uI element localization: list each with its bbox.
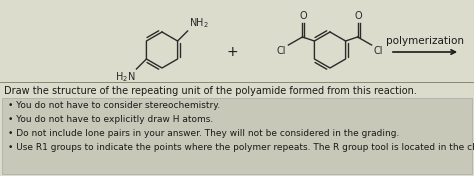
Text: • You do not have to explicitly draw H atoms.: • You do not have to explicitly draw H a… [8, 115, 213, 124]
Text: • You do not have to consider stereochemistry.: • You do not have to consider stereochem… [8, 101, 220, 110]
Text: H$_2$N: H$_2$N [115, 70, 136, 84]
Text: • Use R1 groups to indicate the points where the polymer repeats. The R group to: • Use R1 groups to indicate the points w… [8, 143, 474, 152]
Text: O: O [300, 11, 307, 21]
Text: Cl: Cl [277, 46, 286, 56]
Text: Cl: Cl [374, 46, 383, 56]
Text: NH$_2$: NH$_2$ [189, 16, 209, 30]
FancyBboxPatch shape [2, 98, 472, 174]
Text: polymerization: polymerization [386, 36, 464, 46]
Text: Draw the structure of the repeating unit of the polyamide formed from this react: Draw the structure of the repeating unit… [4, 86, 417, 96]
Text: O: O [355, 11, 363, 21]
Text: • Do not include lone pairs in your answer. They will not be considered in the g: • Do not include lone pairs in your answ… [8, 129, 400, 138]
Text: +: + [226, 45, 238, 59]
